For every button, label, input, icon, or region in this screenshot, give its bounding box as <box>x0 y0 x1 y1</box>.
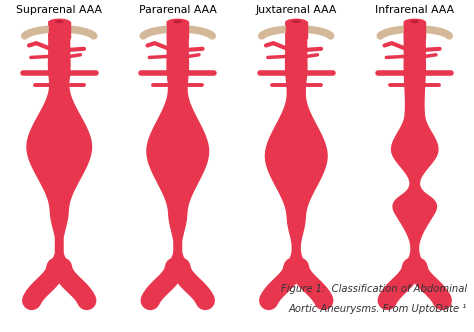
Polygon shape <box>392 22 438 267</box>
Ellipse shape <box>55 20 64 23</box>
Text: Juxtarenal AAA: Juxtarenal AAA <box>255 5 337 15</box>
Text: Aortic Aneurysms. From UptoDate ¹: Aortic Aneurysms. From UptoDate ¹ <box>289 304 467 314</box>
Text: Infrarenal AAA: Infrarenal AAA <box>375 5 454 15</box>
Text: Suprarenal AAA: Suprarenal AAA <box>16 5 102 15</box>
Ellipse shape <box>404 19 425 25</box>
Text: Pararenal AAA: Pararenal AAA <box>139 5 217 15</box>
Ellipse shape <box>173 20 182 23</box>
Ellipse shape <box>167 19 188 25</box>
Polygon shape <box>147 22 209 267</box>
Ellipse shape <box>49 19 70 25</box>
Ellipse shape <box>410 20 419 23</box>
Text: Figure 1:  Classification of Abdominal: Figure 1: Classification of Abdominal <box>281 284 467 294</box>
Polygon shape <box>27 22 91 267</box>
Ellipse shape <box>286 19 307 25</box>
Polygon shape <box>265 22 327 267</box>
Ellipse shape <box>292 20 301 23</box>
